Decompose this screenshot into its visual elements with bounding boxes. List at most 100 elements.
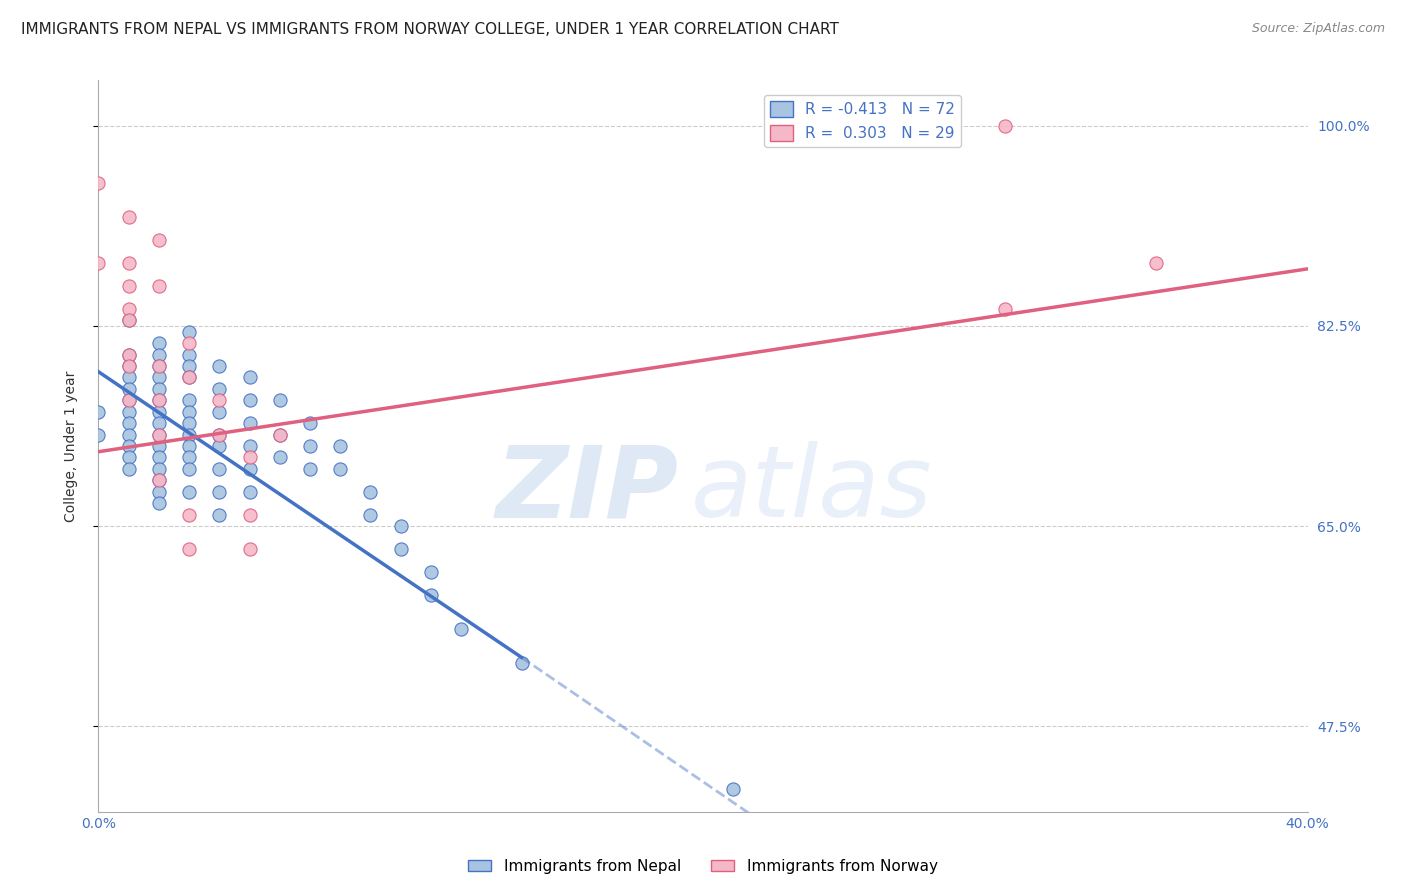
- Point: [148, 450, 170, 465]
- Point: [179, 450, 201, 465]
- Point: [148, 359, 170, 373]
- Point: [118, 382, 141, 396]
- Point: [148, 336, 170, 351]
- Point: [118, 301, 141, 316]
- Point: [118, 313, 141, 327]
- Point: [118, 393, 141, 408]
- Point: [420, 588, 443, 602]
- Point: [329, 462, 352, 476]
- Point: [118, 279, 141, 293]
- Point: [179, 336, 201, 351]
- Point: [179, 393, 201, 408]
- Point: [118, 427, 141, 442]
- Text: atlas: atlas: [690, 442, 932, 539]
- Point: [299, 416, 322, 430]
- Point: [148, 484, 170, 499]
- Point: [420, 565, 443, 579]
- Point: [118, 416, 141, 430]
- Point: [179, 484, 201, 499]
- Point: [510, 656, 533, 670]
- Point: [208, 427, 231, 442]
- Point: [389, 519, 412, 533]
- Point: [118, 347, 141, 362]
- Point: [360, 508, 382, 522]
- Point: [148, 393, 170, 408]
- Point: [148, 462, 170, 476]
- Point: [179, 370, 201, 384]
- Point: [118, 359, 141, 373]
- Point: [118, 370, 141, 384]
- Point: [118, 359, 141, 373]
- Point: [360, 484, 382, 499]
- Point: [269, 450, 291, 465]
- Point: [118, 439, 141, 453]
- Point: [179, 405, 201, 419]
- Point: [179, 325, 201, 339]
- Point: [208, 484, 231, 499]
- Point: [148, 382, 170, 396]
- Point: [723, 781, 745, 796]
- Point: [148, 473, 170, 487]
- Point: [118, 256, 141, 270]
- Point: [208, 405, 231, 419]
- Point: [148, 496, 170, 510]
- Point: [239, 439, 262, 453]
- Point: [118, 450, 141, 465]
- Point: [208, 508, 231, 522]
- Point: [389, 541, 412, 556]
- Point: [148, 393, 170, 408]
- Point: [179, 462, 201, 476]
- Y-axis label: College, Under 1 year: College, Under 1 year: [63, 370, 77, 522]
- Point: [994, 119, 1017, 133]
- Point: [179, 427, 201, 442]
- Point: [179, 416, 201, 430]
- Point: [148, 427, 170, 442]
- Point: [208, 359, 231, 373]
- Point: [208, 427, 231, 442]
- Point: [269, 393, 291, 408]
- Point: [148, 473, 170, 487]
- Legend: R = -0.413   N = 72, R =  0.303   N = 29: R = -0.413 N = 72, R = 0.303 N = 29: [763, 95, 962, 147]
- Point: [994, 301, 1017, 316]
- Point: [329, 439, 352, 453]
- Text: Source: ZipAtlas.com: Source: ZipAtlas.com: [1251, 22, 1385, 36]
- Point: [118, 462, 141, 476]
- Point: [239, 462, 262, 476]
- Point: [299, 462, 322, 476]
- Point: [179, 347, 201, 362]
- Point: [148, 233, 170, 247]
- Point: [148, 370, 170, 384]
- Point: [148, 405, 170, 419]
- Point: [148, 427, 170, 442]
- Point: [179, 359, 201, 373]
- Point: [450, 622, 472, 636]
- Point: [118, 211, 141, 225]
- Point: [239, 416, 262, 430]
- Point: [299, 439, 322, 453]
- Point: [87, 427, 110, 442]
- Point: [239, 508, 262, 522]
- Point: [239, 484, 262, 499]
- Point: [179, 541, 201, 556]
- Text: ZIP: ZIP: [496, 442, 679, 539]
- Point: [87, 256, 110, 270]
- Point: [239, 393, 262, 408]
- Point: [148, 347, 170, 362]
- Point: [118, 393, 141, 408]
- Point: [148, 416, 170, 430]
- Point: [239, 370, 262, 384]
- Point: [239, 541, 262, 556]
- Point: [1144, 256, 1167, 270]
- Point: [269, 427, 291, 442]
- Point: [208, 462, 231, 476]
- Point: [208, 382, 231, 396]
- Point: [148, 439, 170, 453]
- Point: [239, 450, 262, 465]
- Point: [179, 439, 201, 453]
- Point: [148, 359, 170, 373]
- Point: [87, 176, 110, 190]
- Legend: Immigrants from Nepal, Immigrants from Norway: Immigrants from Nepal, Immigrants from N…: [463, 853, 943, 880]
- Point: [118, 313, 141, 327]
- Point: [208, 393, 231, 408]
- Point: [87, 405, 110, 419]
